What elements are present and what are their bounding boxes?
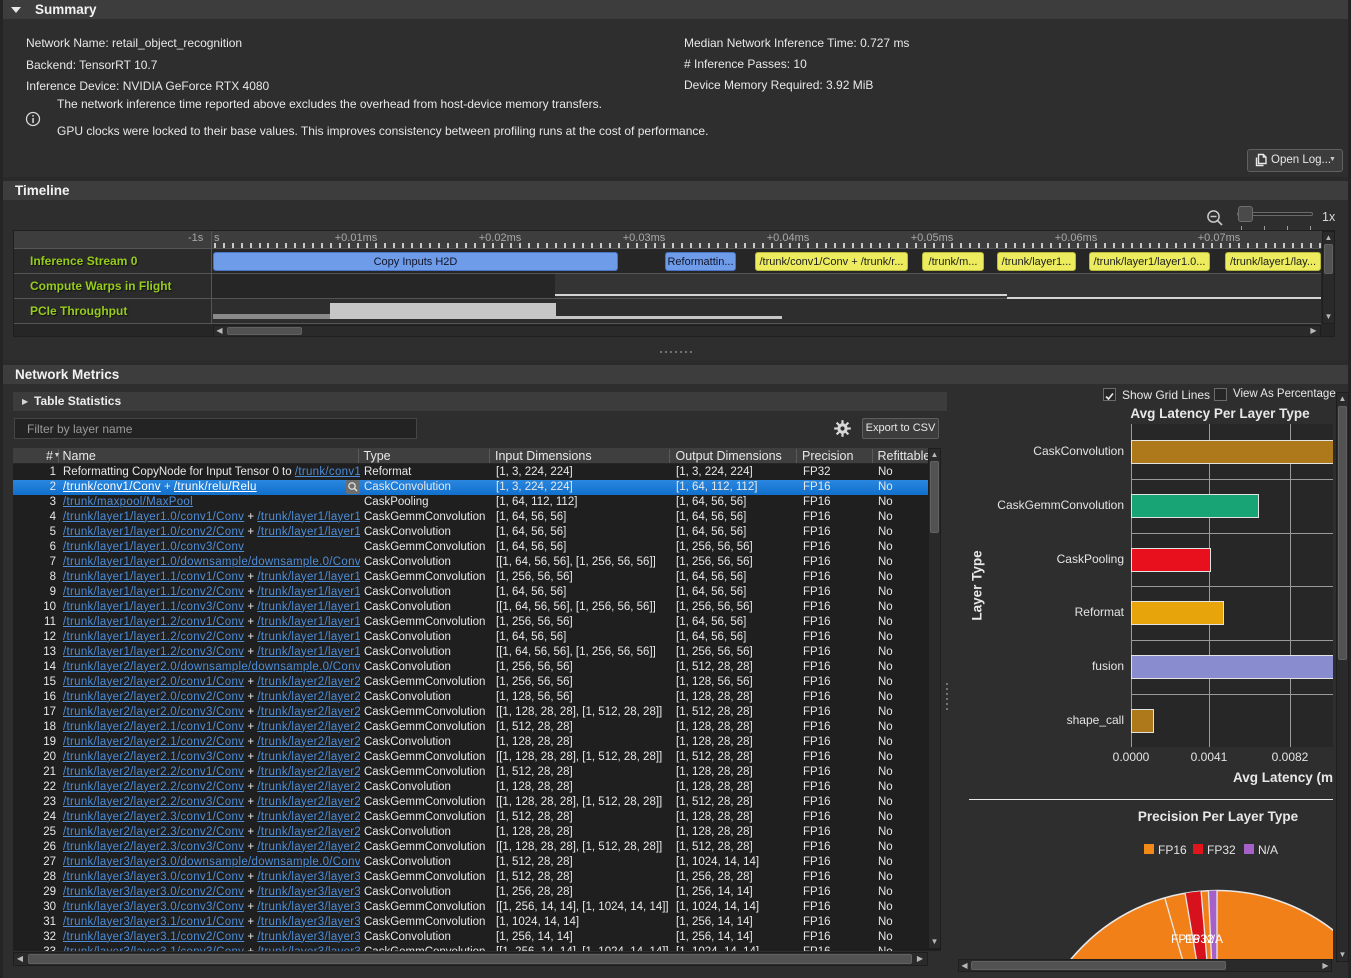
svg-text:N/A: N/A: [1203, 932, 1223, 946]
svg-text:FP16: FP16: [1171, 932, 1200, 946]
svg-text:FP32: FP32: [1185, 932, 1214, 946]
